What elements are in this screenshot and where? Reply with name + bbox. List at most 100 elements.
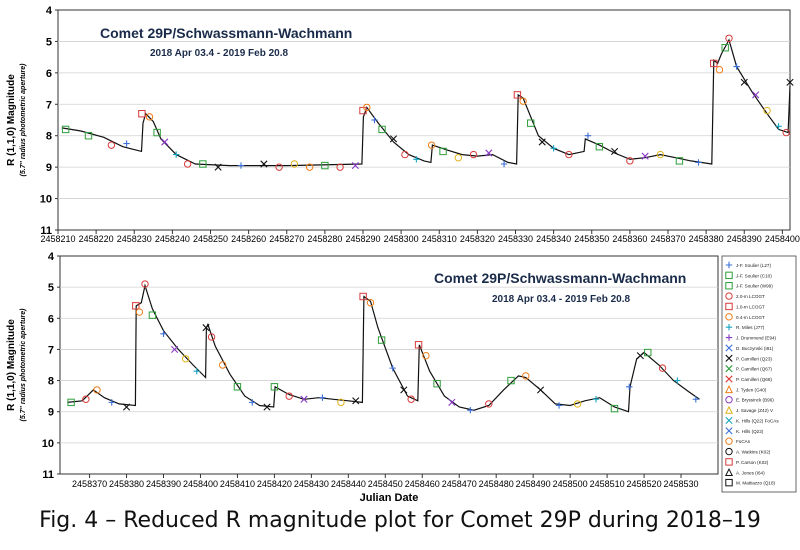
y-tick-label: 11 — [40, 225, 52, 237]
data-point — [555, 402, 563, 409]
data-point — [122, 403, 131, 411]
data-point — [448, 398, 456, 406]
model-line — [61, 38, 791, 167]
legend-label: M. Mattiazzo (Q18) — [736, 481, 776, 486]
legend-label: J-F. Soulier (W99) — [736, 284, 773, 289]
data-point — [786, 78, 794, 86]
data-point — [439, 147, 447, 156]
x-tick-label: 2458240 — [155, 234, 190, 244]
y-axis-sublabel: (5.7" radius photometric aperture) — [20, 63, 27, 177]
x-tick-label: 2458280 — [307, 234, 342, 244]
legend-label: E. Bryssinck (B96) — [736, 398, 774, 403]
data-point — [400, 386, 408, 394]
y-tick-label: 11 — [42, 469, 54, 481]
x-tick-label: 2458220 — [79, 234, 114, 244]
y-tick-labels: 4 5 6 7 8 9 10 11 — [40, 5, 58, 237]
data-point — [454, 154, 463, 162]
legend-label: J. Tyden (G40) — [736, 387, 767, 392]
legend-marker — [725, 447, 733, 456]
x-tick-label: 2458270 — [269, 234, 304, 244]
x-tick-label: 2458250 — [193, 234, 228, 244]
x-tick-label: 2458370 — [650, 234, 685, 244]
chart-subtitle: 2018 Apr 03.4 - 2019 Feb 20.8 — [492, 294, 630, 305]
data-point — [538, 138, 546, 146]
data-point — [710, 59, 718, 68]
y-tick-label: 6 — [48, 313, 54, 325]
data-point — [363, 103, 371, 112]
data-point — [519, 97, 527, 105]
legend-label: A. Jones (I64) — [736, 470, 765, 475]
x-tick-label: 2458380 — [689, 234, 724, 244]
x-tick-label: 2458410 — [220, 479, 255, 489]
x-tick-label: 2458340 — [536, 234, 571, 244]
data-point — [183, 160, 192, 168]
legend-marker — [725, 478, 733, 487]
data-point — [145, 113, 154, 121]
y-tick-label: 9 — [48, 407, 54, 419]
data-point — [658, 364, 667, 372]
data-point — [172, 151, 180, 158]
data-point — [275, 163, 283, 171]
legend-marker — [725, 282, 733, 290]
data-point — [644, 348, 652, 357]
x-tick-label: 2458330 — [498, 234, 533, 244]
data-point — [675, 157, 684, 165]
legend-label: 1.0-m LCOGT — [736, 304, 765, 309]
x-tick-label: 2458300 — [384, 234, 419, 244]
data-point — [507, 376, 515, 385]
data-point — [199, 160, 207, 168]
x-tick-label: 2458420 — [257, 479, 292, 489]
data-point — [141, 280, 149, 288]
y-tick-labels: 4 5 6 7 8 9 10 11 — [42, 251, 60, 481]
data-point — [171, 345, 179, 354]
legend-marker — [725, 375, 733, 383]
data-point — [740, 78, 748, 86]
legend-label: J. Savage (Z42) V — [736, 408, 774, 413]
data-point — [413, 156, 420, 163]
data-point — [135, 308, 144, 316]
x-tick-label: 2458530 — [664, 479, 699, 489]
legend-marker — [724, 385, 734, 394]
data-point — [389, 135, 398, 143]
legend-label: 2.0-m LCOGT — [736, 294, 765, 299]
legend-label: P. Carson (K02) — [736, 460, 769, 465]
legend-label: A. Watkins (K02) — [736, 450, 771, 455]
data-point — [285, 392, 293, 400]
data-point — [161, 138, 169, 146]
x-tick-label: 2458470 — [442, 479, 477, 489]
y-tick-label: 7 — [48, 344, 54, 356]
x-tick-label: 2458320 — [460, 234, 495, 244]
y-axis-label: R (1,1,0) Magnitude — [6, 74, 17, 166]
y-axis-label: R (1,1,0) Magnitude — [6, 319, 17, 411]
data-point — [108, 399, 115, 406]
data-point — [692, 396, 700, 403]
legend-label: 0.4-m LCOGT — [736, 315, 765, 320]
legend-marker — [725, 427, 733, 435]
plot-frame — [59, 255, 719, 475]
data-point — [207, 333, 216, 341]
x-tick-labels: 2458370 2458380 2458390 2458400 2458410 24584… — [72, 474, 699, 489]
legend-label: FoCAs — [736, 439, 751, 444]
data-point — [132, 302, 140, 310]
data-point — [61, 125, 70, 134]
y-tick-label: 4 — [46, 5, 53, 17]
data-point — [321, 161, 329, 170]
data-point — [160, 330, 167, 338]
data-point — [485, 400, 493, 408]
data-point — [233, 383, 242, 391]
x-axis-label: Julian Date — [360, 492, 419, 504]
data-point — [636, 352, 644, 360]
data-point — [721, 44, 729, 52]
data-point — [319, 394, 326, 401]
x-tick-label: 2458260 — [231, 234, 266, 244]
data-point — [263, 403, 271, 411]
legend-marker — [725, 344, 733, 352]
legend-marker — [725, 302, 733, 311]
x-tick-label: 2458350 — [574, 234, 609, 244]
x-tick-label: 2458400 — [183, 479, 218, 489]
data-point — [237, 162, 245, 169]
legend-marker — [725, 323, 733, 331]
legend-marker — [725, 313, 733, 321]
